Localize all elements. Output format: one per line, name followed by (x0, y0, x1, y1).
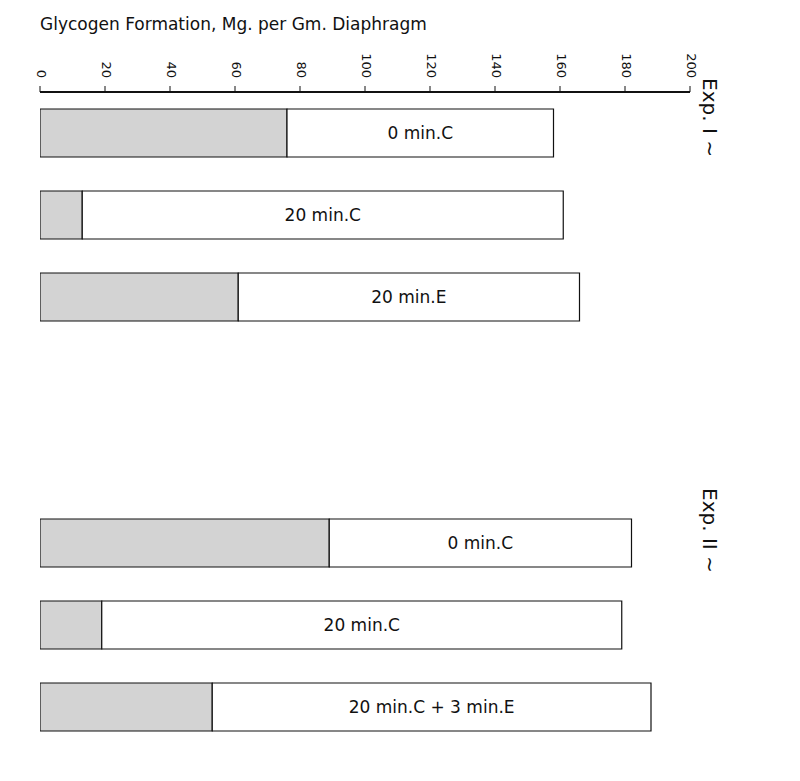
svg-text:120: 120 (424, 53, 439, 78)
svg-text:180: 180 (619, 53, 634, 78)
svg-text:20: 20 (99, 61, 114, 78)
svg-text:20 min.E: 20 min.E (371, 287, 446, 307)
svg-text:200: 200 (684, 53, 699, 78)
svg-text:0: 0 (34, 70, 49, 78)
svg-text:0 min.C: 0 min.C (387, 123, 453, 143)
svg-text:140: 140 (489, 53, 504, 78)
svg-text:Glycogen Formation, Mg. per Gm: Glycogen Formation, Mg. per Gm. Diaphrag… (40, 14, 427, 34)
svg-text:0 min.C: 0 min.C (448, 533, 514, 553)
html-text:Exp. II ~: Exp. II ~ (698, 488, 722, 573)
svg-text:80: 80 (294, 61, 309, 78)
html-text:Exp. I ~: Exp. I ~ (698, 78, 722, 157)
svg-text:20 min.C: 20 min.C (324, 615, 400, 635)
svg-text:60: 60 (229, 61, 244, 78)
svg-text:20 min.C + 3 min.E: 20 min.C + 3 min.E (349, 697, 515, 717)
svg-text:40: 40 (164, 61, 179, 78)
svg-text:20 min.C: 20 min.C (285, 205, 361, 225)
svg-text:160: 160 (554, 53, 569, 78)
svg-text:100: 100 (359, 53, 374, 78)
